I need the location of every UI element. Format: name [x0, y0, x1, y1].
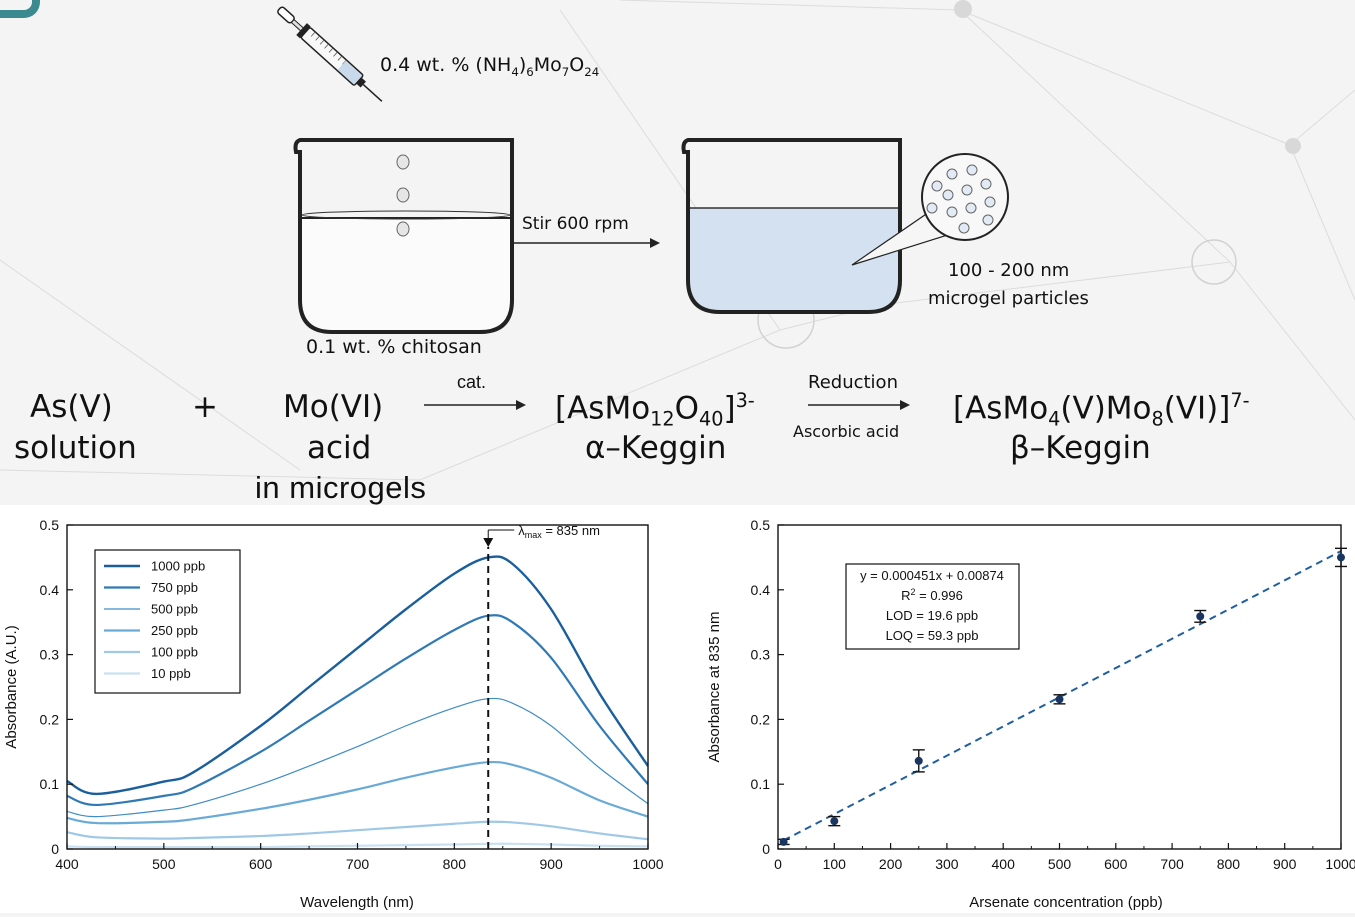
product-beta-formula: [AsMo4(V)Mo8(VI)]7-	[953, 389, 1250, 431]
spectra-x-tick-label: 400	[55, 856, 79, 872]
reactant-asv: As(V)	[30, 389, 113, 425]
arrow-catalyzed-label: cat.	[457, 372, 487, 392]
data-point	[1055, 695, 1064, 704]
spectra-chart: λmax = 835 nm 400 500 600 700 800 900 1000 0 0.…	[3, 517, 664, 911]
spectra-y-tick-label: 0	[51, 841, 59, 857]
title-fragment	[0, 0, 40, 18]
calibration-x-tick-label: 400	[992, 856, 1016, 872]
arrow-catalyzed	[424, 400, 526, 410]
spectra-y-tick-label: 0.4	[40, 582, 60, 598]
legend-label: 500 ppb	[151, 602, 198, 617]
beaker-chitosan-icon	[293, 138, 514, 334]
stir-label: Stir 600 rpm	[522, 214, 629, 234]
lambda-max-label: λmax = 835 nm	[518, 523, 600, 540]
spectra-x-tick-label: 800	[443, 856, 467, 872]
lambda-max-arrow	[483, 538, 494, 547]
particle-desc-label: microgel particles	[928, 288, 1089, 309]
data-point	[779, 837, 788, 846]
microgel-magnifier-icon	[851, 153, 1009, 266]
spectra-chart-panel: λmax = 835 nm 400 500 600 700 800 900 1000 0 0.…	[0, 505, 686, 913]
chitosan-label: 0.1 wt. % chitosan	[306, 336, 482, 358]
beaker-microgel-icon	[681, 138, 902, 314]
calibration-y-tick-label: 0.5	[751, 517, 771, 533]
arrow-reduction-label: Reduction	[808, 372, 898, 393]
reactant-in-microgels: in microgels	[255, 470, 427, 505]
reactant-acid: acid	[307, 430, 372, 466]
calibration-x-tick-label: 500	[1048, 856, 1072, 872]
data-point	[914, 756, 923, 765]
fit-stats-box	[845, 563, 1020, 650]
product-alpha-name: α–Keggin	[585, 430, 727, 466]
legend-label: 100 ppb	[151, 645, 198, 660]
calibration-x-tick-label: 900	[1273, 856, 1297, 872]
calibration-y-tick-label: 0.2	[751, 711, 771, 727]
fit-r-squared: R2 = 0.996	[901, 587, 963, 603]
calibration-x-tick-label: 800	[1217, 856, 1241, 872]
data-point	[830, 817, 839, 826]
data-point	[1337, 553, 1345, 562]
spectra-y-tick-label: 0.1	[40, 776, 60, 792]
spectra-x-tick-label: 700	[346, 856, 370, 872]
calibration-x-tick-label: 0	[774, 856, 782, 872]
spectrum-line-750-ppb	[67, 614, 648, 807]
fit-equation: y = 0.000451x + 0.00874	[860, 568, 1004, 583]
reactant-solution: solution	[14, 430, 137, 466]
legend-label: 10 ppb	[151, 666, 191, 681]
arrow-ascorbic-label: Ascorbic acid	[793, 422, 900, 441]
spectra-y-tick-label: 0.2	[40, 711, 60, 727]
spectrum-line-250-ppb	[67, 760, 648, 825]
calibration-chart: 0 100 200 300 400 500 600 700 800 900 1000 0 0.1 0.2…	[706, 517, 1355, 911]
spectra-x-tick-label: 1000	[632, 856, 663, 872]
spectra-x-axis-label: Wavelength (nm)	[300, 894, 414, 911]
plus-sign: +	[192, 389, 218, 425]
stir-arrow	[512, 238, 660, 248]
calibration-y-axis-label: Absorbance at 835 nm	[706, 612, 723, 763]
spectra-y-axis-label: Absorbance (A.U.)	[3, 625, 20, 748]
reactant-movi: Mo(VI)	[283, 389, 384, 425]
spectrum-line-100-ppb	[67, 820, 648, 841]
reagent-label: 0.4 wt. % (NH4)6Mo7O24	[380, 54, 600, 79]
calibration-x-tick-label: 200	[879, 856, 903, 872]
calibration-x-tick-label: 1000	[1325, 856, 1355, 872]
spectra-y-tick-label: 0.5	[40, 517, 60, 533]
product-alpha-formula: [AsMo12O40]3-	[555, 389, 755, 431]
syringe-icon	[277, 6, 383, 102]
calibration-x-tick-label: 600	[1104, 856, 1128, 872]
spectrum-line-1000-ppb	[67, 555, 648, 796]
calibration-y-tick-label: 0	[762, 841, 770, 857]
spectrum-line-500-ppb	[67, 697, 648, 818]
calibration-y-tick-label: 0.1	[751, 776, 771, 792]
data-point	[1196, 612, 1205, 621]
legend-label: 250 ppb	[151, 623, 198, 638]
particle-size-label: 100 - 200 nm	[948, 260, 1070, 281]
linear-fit-line	[783, 550, 1342, 842]
calibration-x-tick-label: 700	[1160, 856, 1184, 872]
spectra-x-tick-label: 900	[539, 856, 563, 872]
calibration-x-tick-label: 300	[935, 856, 959, 872]
spectra-x-tick-label: 500	[152, 856, 176, 872]
fit-lod: LOD = 19.6 ppb	[886, 608, 978, 623]
legend-label: 750 ppb	[151, 580, 198, 595]
product-beta-name: β–Keggin	[1010, 430, 1151, 466]
calibration-x-axis-label: Arsenate concentration (ppb)	[969, 894, 1162, 911]
calibration-x-tick-label: 100	[823, 856, 847, 872]
spectra-legend-box	[94, 549, 241, 694]
spectra-x-tick-label: 600	[249, 856, 273, 872]
spectra-y-tick-label: 0.3	[40, 647, 60, 663]
fit-loq: LOQ = 59.3 ppb	[886, 628, 979, 643]
legend-label: 1000 ppb	[151, 559, 205, 574]
calibration-chart-panel: 0 100 200 300 400 500 600 700 800 900 1000 0 0.1 0.2…	[686, 505, 1355, 913]
arrow-reduction	[808, 400, 910, 410]
calibration-y-tick-label: 0.4	[751, 582, 771, 598]
calibration-y-tick-label: 0.3	[751, 647, 771, 663]
